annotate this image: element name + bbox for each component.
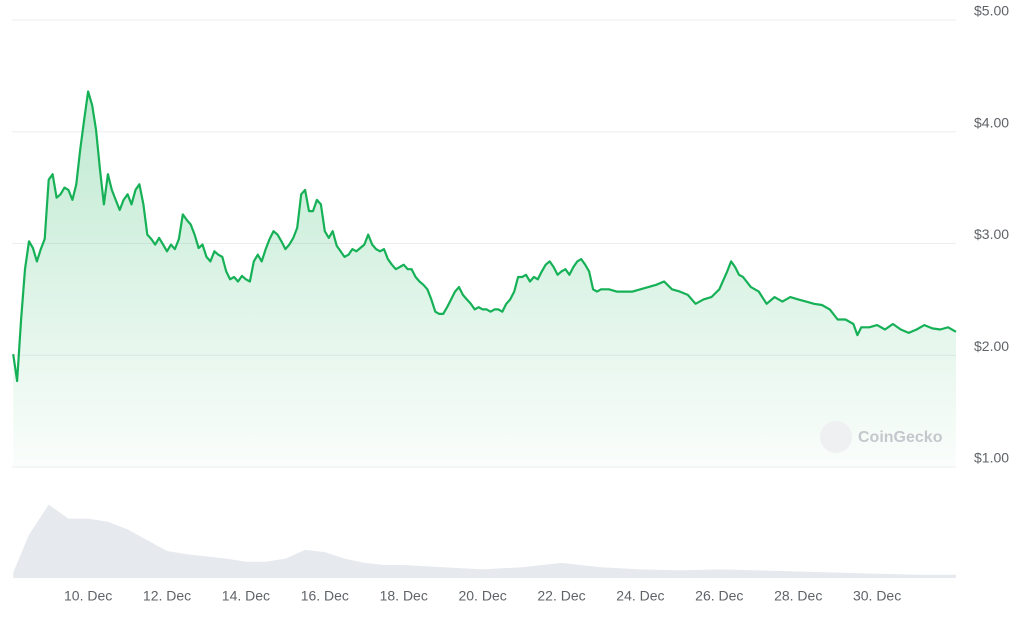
watermark-logo [820,421,852,453]
y-tick-label: $4.00 [974,114,1009,130]
x-tick-label: 20. Dec [458,588,506,604]
price-area [13,91,956,467]
y-tick-label: $5.00 [974,3,1009,19]
x-tick-label: 12. Dec [143,588,191,604]
volume-area [13,504,956,578]
x-tick-label: 16. Dec [301,588,349,604]
y-tick-label: $2.00 [974,338,1009,354]
x-tick-label: 24. Dec [616,588,664,604]
watermark: CoinGecko [858,429,943,446]
x-tick-label: 10. Dec [64,588,112,604]
x-tick-label: 14. Dec [222,588,270,604]
y-tick-label: $1.00 [974,450,1009,466]
plot: $1.00 $2.00 $3.00 $4.00 $5.00 10. Dec 12. Dec 1… [12,3,1009,604]
x-tick-label: 28. Dec [774,588,822,604]
x-tick-label: 22. Dec [537,588,585,604]
y-tick-label: $3.00 [974,226,1009,242]
x-tick-label: 30. Dec [853,588,901,604]
price-line [12,90,957,383]
x-tick-label: 26. Dec [695,588,743,604]
x-tick-label: 18. Dec [380,588,428,604]
